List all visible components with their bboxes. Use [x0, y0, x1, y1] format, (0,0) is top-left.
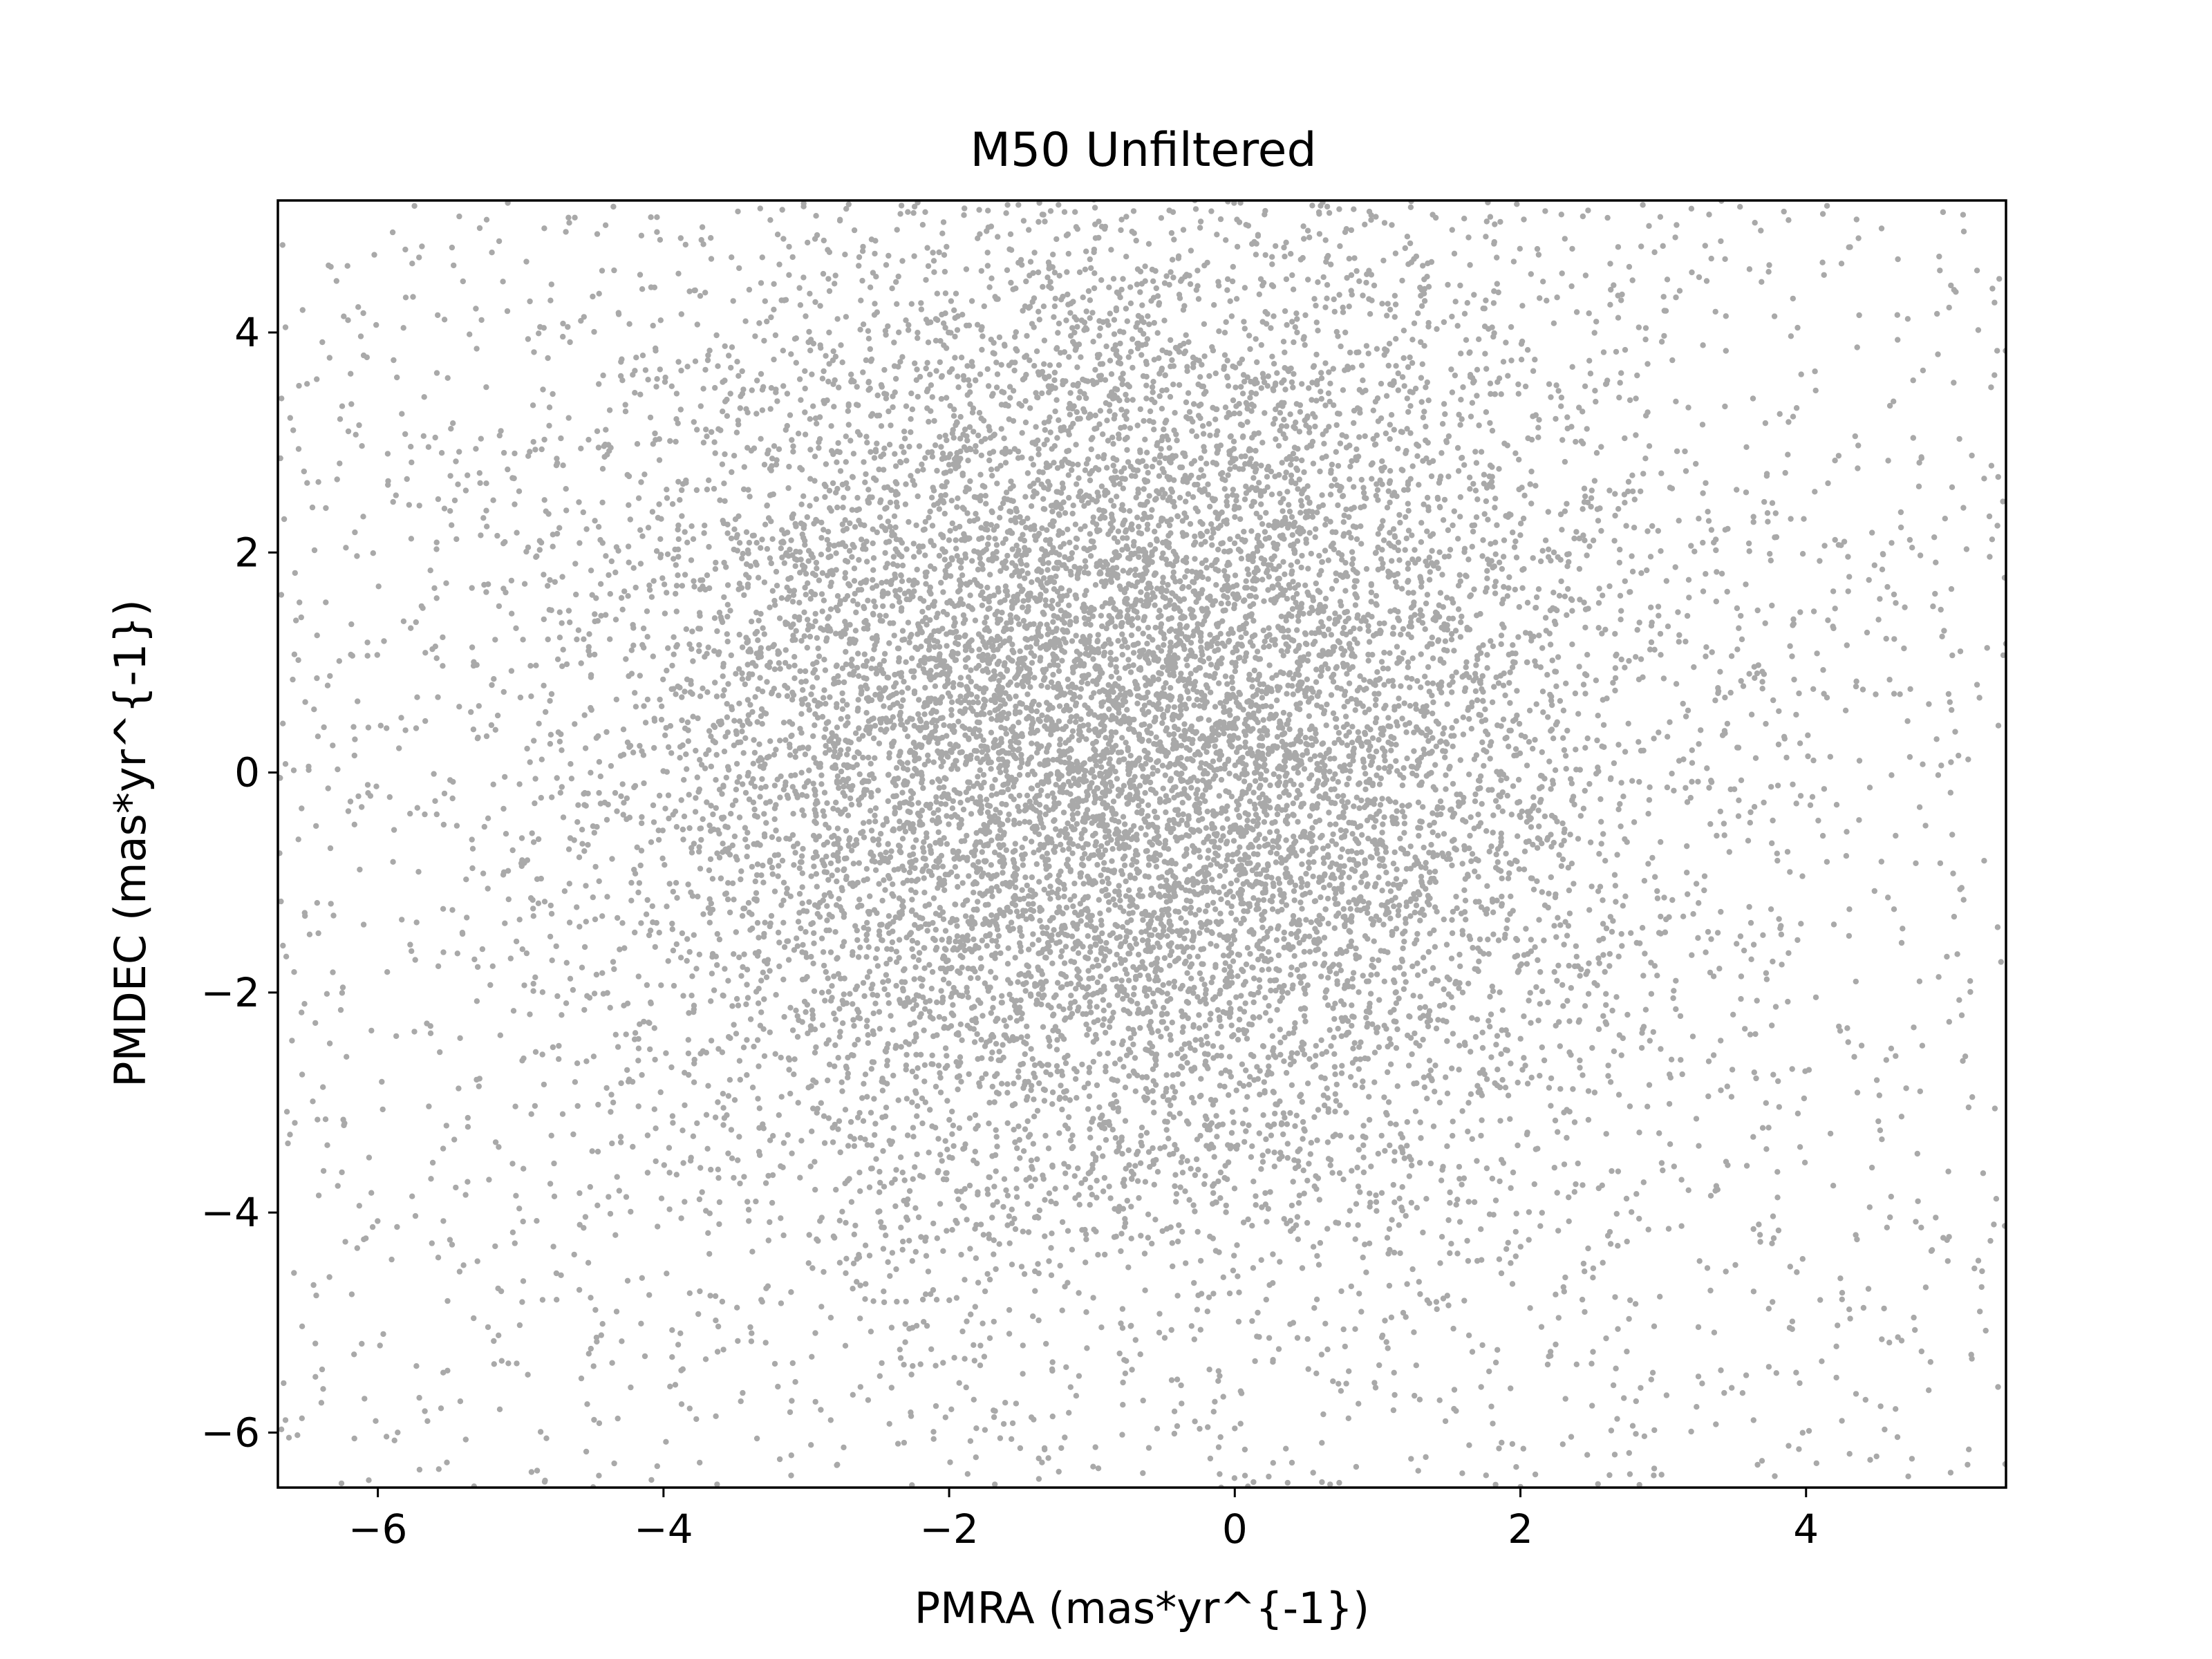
x-tick-label: 0	[1222, 1506, 1248, 1553]
y-axis-ticks: −6 −4 −2 0 2 4	[201, 309, 279, 1456]
scatter-points	[276, 196, 2009, 1492]
x-tick-label: −2	[919, 1506, 979, 1553]
y-tick-label: 4	[234, 309, 260, 356]
x-tick-label: −4	[634, 1506, 693, 1553]
x-tick-label: −6	[348, 1506, 408, 1553]
y-tick-label: −4	[201, 1189, 261, 1236]
y-tick-label: 0	[234, 749, 260, 796]
x-axis-ticks: −6 −4 −2 0 2 4	[348, 1488, 1819, 1553]
x-axis-label: PMRA (mas*yr^{-1})	[915, 1583, 1369, 1633]
y-tick-label: 2	[234, 529, 260, 576]
plot-frame	[278, 200, 2006, 1488]
x-tick-label: 2	[1508, 1506, 1533, 1553]
y-tick-label: −2	[201, 969, 261, 1016]
scatter-point-cloud	[276, 196, 2009, 1492]
y-tick-label: −6	[201, 1409, 261, 1456]
y-axis-label: PMDEC (mas*yr^{-1})	[105, 599, 156, 1087]
chart-title: M50 Unfiltered	[970, 123, 1316, 178]
x-tick-label: 4	[1793, 1506, 1819, 1553]
